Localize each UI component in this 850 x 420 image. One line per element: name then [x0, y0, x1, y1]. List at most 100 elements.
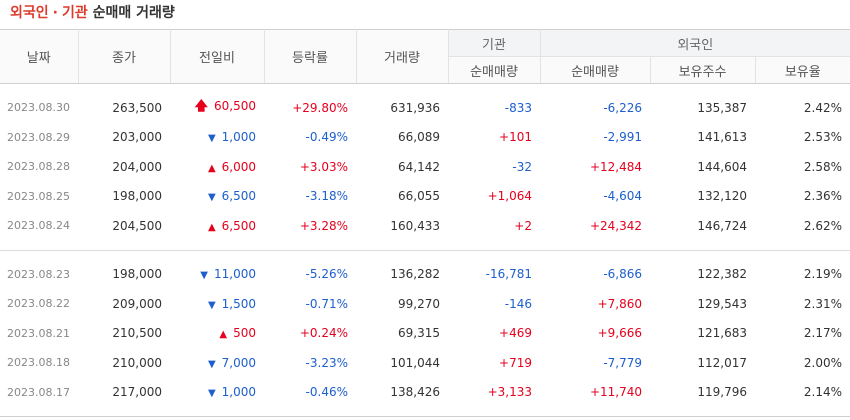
cell-date: 2023.08.23 [7, 267, 70, 281]
header-institution: 기관 [447, 29, 540, 57]
cell-foreign-hold: 119,796 [697, 385, 747, 400]
header-foreign-hold[interactable]: 보유주수 [649, 56, 755, 84]
cell-volume: 631,936 [390, 100, 440, 115]
cell-foreign-ratio: 2.58% [803, 159, 843, 174]
cell-foreign-ratio: 2.19% [803, 267, 843, 282]
header-date[interactable]: 날짜 [0, 29, 78, 84]
header-close[interactable]: 종가 [77, 29, 170, 84]
table-body: 2023.08.30 263,500 🡅 60,500 +29.80% 631,936 -8… [0, 84, 850, 417]
cell-change: 🡅 60,500 [170, 93, 264, 123]
triangle-up-icon: ▲ [207, 221, 216, 233]
cell-rate: +0.24% [299, 326, 348, 341]
cell-change: ▲ 6,000 [170, 152, 264, 182]
triangle-down-icon: ▼ [207, 133, 216, 145]
triangle-up-icon: ▲ [207, 162, 216, 174]
cell-close: 210,000 [112, 355, 162, 370]
cell-foreign-hold: 132,120 [697, 189, 747, 204]
title-net-volume: 순매매 거래량 [92, 5, 175, 21]
change-value: 60,500 [214, 98, 256, 113]
cell-foreign-net: +7,860 [597, 296, 642, 311]
cell-close: 263,500 [112, 100, 162, 115]
cell-close: 209,000 [112, 296, 162, 311]
section-title: 외국인 · 기관 순매매 거래량 [10, 3, 175, 23]
cell-close: 198,000 [112, 189, 162, 204]
table-row: 2023.08.29 203,000 ▼ 1,000 -0.49% 66,089 +101 -… [0, 123, 850, 153]
cell-change: ▲ 500 [170, 319, 264, 349]
cell-inst-net: +469 [499, 326, 532, 341]
cell-date: 2023.08.18 [7, 356, 70, 370]
change-value: 6,500 [221, 218, 256, 233]
cell-volume: 160,433 [390, 218, 440, 233]
cell-foreign-net: -7,779 [603, 355, 642, 370]
cell-date: 2023.08.17 [7, 385, 70, 399]
change-value: 1,000 [221, 385, 256, 400]
table-row: 2023.08.24 204,500 ▲ 6,500 +3.28% 160,433 +2 +2… [0, 211, 850, 241]
cell-date: 2023.08.24 [7, 219, 70, 233]
cell-foreign-hold: 129,543 [697, 296, 747, 311]
cell-close: 204,000 [112, 159, 162, 174]
cell-close: 198,000 [112, 267, 162, 282]
cell-foreign-hold: 141,613 [697, 130, 747, 145]
triangle-down-icon: ▼ [200, 270, 208, 282]
change-value: 7,000 [221, 355, 256, 370]
triangle-down-icon: ▼ [207, 388, 216, 400]
cell-foreign-ratio: 2.36% [803, 189, 843, 204]
cell-foreign-hold: 135,387 [697, 100, 747, 115]
cell-close: 217,000 [112, 385, 162, 400]
cell-foreign-ratio: 2.31% [803, 296, 843, 311]
cell-change: ▼ 1,500 [170, 289, 264, 319]
cell-date: 2023.08.29 [7, 130, 70, 144]
change-value: 500 [233, 326, 256, 341]
cell-foreign-hold: 146,724 [697, 218, 747, 233]
cell-foreign-net: +11,740 [589, 385, 642, 400]
cell-volume: 66,089 [398, 130, 440, 145]
cell-foreign-net: -4,604 [603, 189, 642, 204]
cell-date: 2023.08.28 [7, 160, 70, 174]
cell-date: 2023.08.25 [7, 189, 70, 203]
cell-volume: 64,142 [398, 159, 440, 174]
cell-foreign-net: -2,991 [603, 130, 642, 145]
cell-inst-net: +1,064 [487, 189, 532, 204]
cell-inst-net: +2 [514, 218, 532, 233]
cell-date: 2023.08.30 [7, 101, 70, 115]
header-volume[interactable]: 거래량 [355, 29, 448, 84]
cell-inst-net: +101 [499, 130, 532, 145]
change-value: 11,000 [214, 267, 256, 282]
table-row: 2023.08.30 263,500 🡅 60,500 +29.80% 631,936 -8… [0, 93, 850, 123]
cell-foreign-ratio: 2.42% [803, 100, 843, 115]
cell-foreign-net: -6,866 [603, 267, 642, 282]
cell-rate: -0.46% [305, 385, 348, 400]
cell-rate: -5.26% [305, 267, 348, 282]
cell-foreign-net: -6,226 [603, 100, 642, 115]
cell-rate: -0.71% [305, 296, 348, 311]
triangle-down-icon: ▼ [207, 192, 216, 204]
table-row: 2023.08.23 198,000 ▼ 11,000 -5.26% 136,282 -16… [0, 260, 850, 290]
cell-rate: +29.80% [292, 100, 348, 115]
cell-foreign-net: +12,484 [589, 159, 642, 174]
title-separator: · [52, 5, 58, 21]
table-row: 2023.08.28 204,000 ▲ 6,000 +3.03% 64,142 -32 +1… [0, 152, 850, 182]
cell-volume: 136,282 [390, 267, 440, 282]
header-change[interactable]: 전일비 [169, 29, 264, 84]
cell-change: ▲ 6,500 [170, 211, 264, 241]
header-foreign-ratio[interactable]: 보유율 [754, 56, 850, 84]
cell-volume: 69,315 [398, 326, 440, 341]
upper-limit-arrow-icon: 🡅 [194, 98, 208, 114]
cell-change: ▼ 6,500 [170, 182, 264, 212]
header-foreign-net[interactable]: 순매매량 [539, 56, 650, 84]
cell-foreign-net: +24,342 [589, 218, 642, 233]
cell-date: 2023.08.22 [7, 297, 70, 311]
cell-volume: 101,044 [390, 355, 440, 370]
title-foreign: 외국인 [10, 5, 49, 21]
cell-rate: -0.49% [305, 130, 348, 145]
header-inst-net[interactable]: 순매매량 [447, 56, 540, 84]
cell-volume: 66,055 [398, 189, 440, 204]
cell-inst-net: -32 [512, 159, 532, 174]
header-rate[interactable]: 등락률 [263, 29, 356, 84]
cell-foreign-ratio: 2.17% [803, 326, 843, 341]
table-header: 날짜 종가 전일비 등락률 거래량 기관 외국인 순매매량 순매매량 보유주수 … [0, 29, 850, 84]
change-value: 6,500 [221, 189, 256, 204]
cell-foreign-hold: 144,604 [697, 159, 747, 174]
change-value: 1,000 [221, 130, 256, 145]
change-value: 1,500 [221, 296, 256, 311]
